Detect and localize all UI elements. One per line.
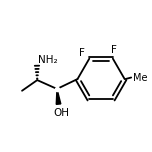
Text: Me: Me xyxy=(133,73,147,83)
Text: OH: OH xyxy=(53,108,69,118)
Text: F: F xyxy=(111,45,117,55)
Text: F: F xyxy=(79,48,85,58)
Polygon shape xyxy=(56,89,61,104)
Text: NH₂: NH₂ xyxy=(38,55,58,65)
